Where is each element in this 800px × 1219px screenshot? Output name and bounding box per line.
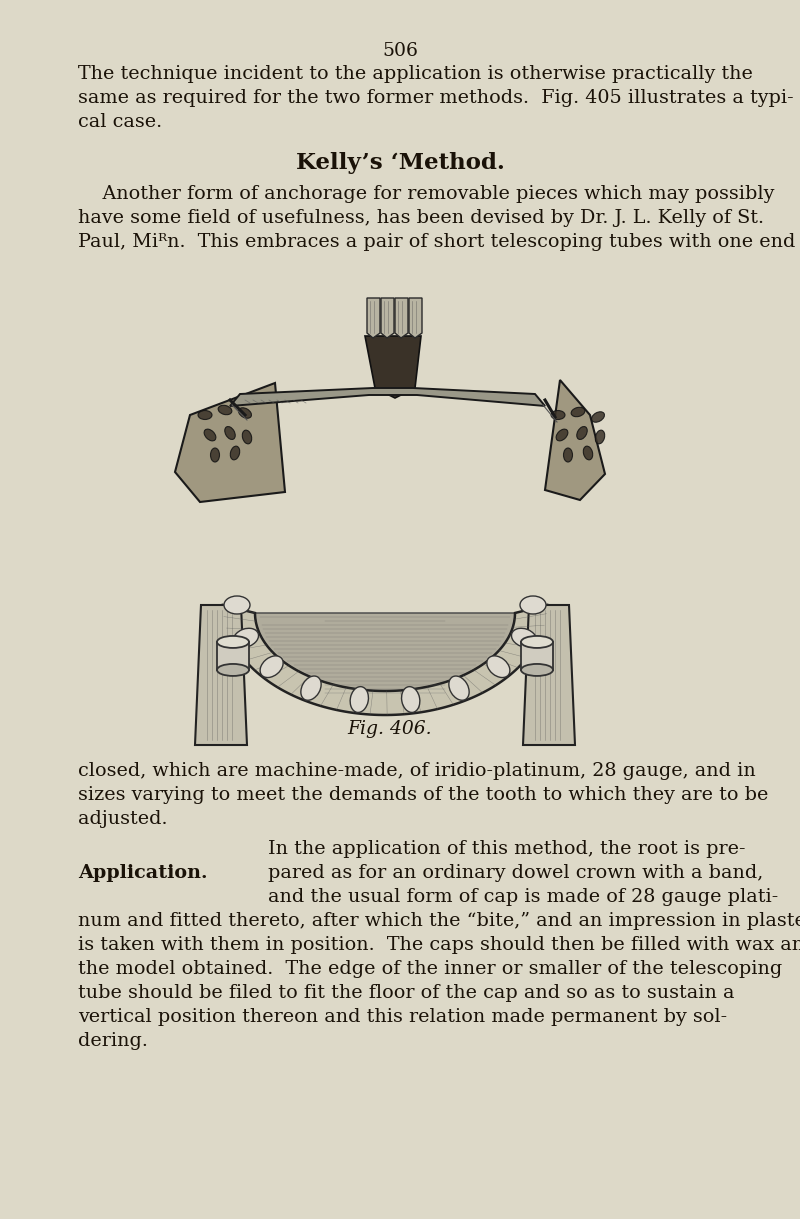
Polygon shape (395, 297, 408, 338)
Ellipse shape (230, 446, 240, 460)
Ellipse shape (402, 686, 420, 712)
Ellipse shape (521, 664, 553, 677)
Text: Fig. 406.: Fig. 406. (348, 720, 432, 737)
Ellipse shape (210, 449, 219, 462)
Text: In the application of this method, the root is pre-: In the application of this method, the r… (268, 840, 746, 858)
Ellipse shape (520, 596, 546, 614)
Text: num and fitted thereto, after which the “bite,” and an impression in plaster,: num and fitted thereto, after which the … (78, 912, 800, 930)
Ellipse shape (583, 446, 593, 460)
Polygon shape (367, 297, 380, 338)
Polygon shape (545, 380, 605, 500)
Text: Kelly’s ‘Method.: Kelly’s ‘Method. (295, 152, 505, 174)
Ellipse shape (511, 628, 537, 647)
Text: and the usual form of cap is made of 28 gauge plati-: and the usual form of cap is made of 28 … (268, 887, 778, 906)
Text: sizes varying to meet the demands of the tooth to which they are to be: sizes varying to meet the demands of the… (78, 786, 768, 805)
Text: Application.: Application. (78, 864, 207, 883)
Ellipse shape (225, 427, 235, 440)
Text: Another form of anchorage for removable pieces which may possibly: Another form of anchorage for removable … (78, 185, 774, 204)
Ellipse shape (198, 411, 212, 419)
Ellipse shape (487, 656, 510, 678)
Ellipse shape (238, 408, 251, 418)
Ellipse shape (591, 412, 605, 422)
Ellipse shape (551, 411, 565, 419)
Polygon shape (365, 336, 421, 397)
Ellipse shape (217, 636, 249, 649)
Polygon shape (255, 613, 515, 691)
Ellipse shape (242, 430, 252, 444)
Ellipse shape (595, 430, 605, 444)
Polygon shape (175, 383, 285, 502)
Ellipse shape (563, 449, 573, 462)
Text: cal case.: cal case. (78, 113, 162, 130)
Polygon shape (409, 297, 422, 338)
Polygon shape (381, 297, 394, 338)
Ellipse shape (234, 628, 258, 647)
Text: have some field of usefulness, has been devised by Dr. J. L. Kelly of St.: have some field of usefulness, has been … (78, 208, 764, 227)
Text: 506: 506 (382, 41, 418, 60)
Ellipse shape (449, 677, 469, 700)
Polygon shape (223, 605, 547, 716)
Polygon shape (230, 388, 545, 406)
Polygon shape (217, 642, 249, 670)
Ellipse shape (204, 429, 216, 441)
Text: the model obtained.  The edge of the inner or smaller of the telescoping: the model obtained. The edge of the inne… (78, 961, 782, 978)
Ellipse shape (301, 677, 321, 700)
Ellipse shape (571, 407, 585, 417)
Ellipse shape (260, 656, 283, 678)
Text: tube should be filed to fit the floor of the cap and so as to sustain a: tube should be filed to fit the floor of… (78, 984, 734, 1002)
Ellipse shape (556, 429, 568, 441)
Text: The technique incident to the application is otherwise practically the: The technique incident to the applicatio… (78, 65, 753, 83)
Ellipse shape (350, 686, 369, 712)
Text: dering.: dering. (78, 1032, 148, 1050)
Ellipse shape (224, 596, 250, 614)
Text: pared as for an ordinary dowel crown with a band,: pared as for an ordinary dowel crown wit… (268, 864, 763, 883)
Ellipse shape (577, 427, 587, 440)
Ellipse shape (218, 405, 232, 414)
Ellipse shape (217, 664, 249, 677)
Text: vertical position thereon and this relation made permanent by sol-: vertical position thereon and this relat… (78, 1008, 727, 1026)
Text: same as required for the two former methods.  Fig. 405 illustrates a typi-: same as required for the two former meth… (78, 89, 794, 107)
Polygon shape (195, 605, 247, 745)
Text: closed, which are machine-made, of iridio-platinum, 28 gauge, and in: closed, which are machine-made, of iridi… (78, 762, 756, 780)
Text: is taken with them in position.  The caps should then be filled with wax and: is taken with them in position. The caps… (78, 936, 800, 954)
Text: adjusted.: adjusted. (78, 809, 167, 828)
Polygon shape (523, 605, 575, 745)
Ellipse shape (521, 636, 553, 649)
Text: Paul, Miᴿn.  This embraces a pair of short telescoping tubes with one end: Paul, Miᴿn. This embraces a pair of shor… (78, 233, 795, 251)
Polygon shape (521, 642, 553, 670)
